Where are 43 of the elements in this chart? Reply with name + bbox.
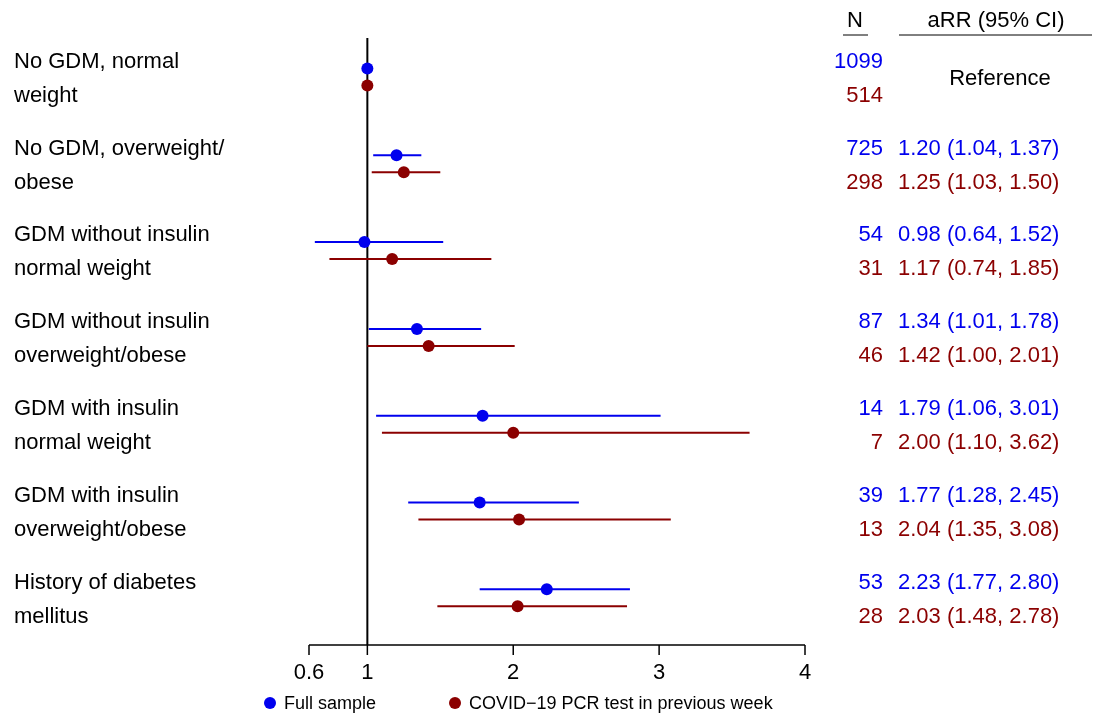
text: 53 — [858, 568, 883, 594]
text: 7 — [870, 428, 883, 454]
text: 28 — [858, 602, 883, 628]
y-tick-label: GDM without insulin overweight/obese — [14, 308, 210, 368]
text: 46 — [858, 342, 883, 368]
text: 2.00 (1.10, 3.62) — [898, 428, 1060, 454]
text: Reference — [949, 64, 1051, 90]
text: 2.04 (1.35, 3.08) — [898, 515, 1060, 541]
text: 1.17 (0.74, 1.85) — [898, 255, 1060, 281]
text: 2.23 (1.77, 2.80) — [898, 568, 1060, 594]
text: 725 — [846, 134, 883, 160]
text: 1.77 (1.28, 2.45) — [898, 481, 1060, 507]
text: 87 — [858, 308, 883, 334]
x-tick-label: 0.6 — [293, 658, 325, 684]
text: 298 — [846, 168, 883, 194]
text: 14 — [858, 394, 883, 420]
text: 1.20 (1.04, 1.37) — [898, 134, 1060, 160]
x-tick-label: 3 — [652, 658, 666, 684]
text: 1.79 (1.06, 3.01) — [898, 394, 1060, 420]
legend-label: COVID−19 PCR test in previous week — [469, 693, 774, 714]
x-tick-label: 1 — [361, 658, 374, 684]
text: 2.03 (1.48, 2.78) — [898, 602, 1060, 628]
text: aRR (95% CI) — [927, 7, 1065, 32]
y-tick-label: No GDM, normal weight — [13, 47, 180, 107]
text: 1.42 (1.00, 2.01) — [898, 342, 1060, 368]
text: 54 — [858, 221, 883, 247]
text: 1.34 (1.01, 1.78) — [898, 308, 1060, 334]
y-tick-label: GDM without insulin normal weight — [14, 221, 210, 281]
text: N — [847, 7, 863, 32]
y-tick-label: No GDM, overweight/ obese — [14, 134, 226, 194]
text: 39 — [858, 481, 883, 507]
y-tick-label: History of diabetes mellitus — [14, 568, 197, 628]
text: 0.98 (0.64, 1.52) — [898, 221, 1060, 247]
y-tick-label: GDM with insulin overweight/obese — [14, 481, 187, 541]
text: 1.25 (1.03, 1.50) — [898, 168, 1060, 194]
text: 31 — [858, 255, 883, 281]
x-tick-label: 4 — [798, 658, 812, 684]
text: 13 — [858, 515, 883, 541]
y-tick-label: GDM with insulin normal weight — [14, 394, 180, 454]
legend-label: Full sample — [284, 693, 377, 714]
text: 1099 — [834, 47, 883, 73]
x-tick-label: 2 — [507, 658, 520, 684]
text: 514 — [846, 81, 883, 107]
